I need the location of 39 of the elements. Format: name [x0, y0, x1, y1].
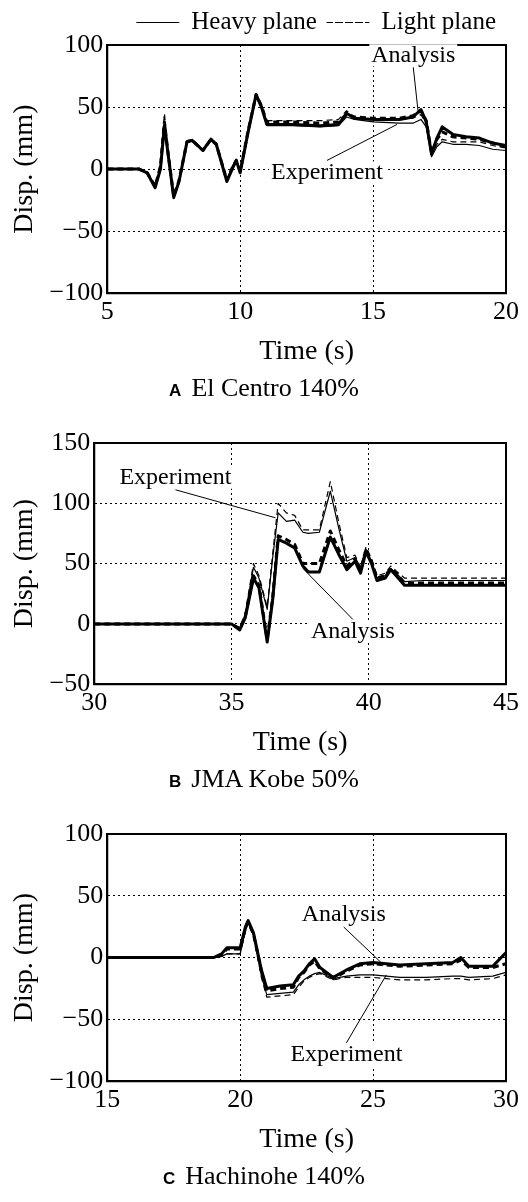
y-tick-label: −50 [62, 214, 104, 244]
x-tick-label: 15 [360, 295, 387, 325]
y-tick-label: 50 [77, 879, 104, 909]
annotation: Analysis [371, 40, 456, 67]
x-axis-title: Time (s) [252, 724, 348, 756]
y-tick-label: 100 [64, 28, 104, 58]
y-tick-label: 0 [90, 152, 104, 182]
y-tick-label: 100 [64, 817, 104, 847]
y-axis-title: Disp. (mm) [7, 499, 39, 629]
annotation: Experiment [271, 157, 384, 184]
x-tick-label: 35 [218, 686, 245, 716]
y-axis-title: Disp. (mm) [7, 893, 39, 1023]
x-tick-label: 40 [355, 686, 382, 716]
x-tick-label: 25 [360, 1083, 387, 1113]
y-tick-label: 50 [77, 90, 104, 120]
x-tick-label: 20 [227, 1083, 254, 1113]
annotation: Experiment [119, 463, 232, 490]
annotation: Analysis [301, 900, 386, 927]
y-tick-label: 100 [51, 487, 91, 517]
annotation: Experiment [290, 1040, 403, 1067]
x-tick-label: 30 [493, 1083, 519, 1113]
x-axis-title: Time (s) [259, 1121, 354, 1153]
y-tick-label: 0 [90, 941, 104, 971]
y-tick-label: −50 [62, 1003, 104, 1033]
x-tick-label: 20 [493, 295, 519, 325]
legend-label: Light plane [381, 7, 497, 35]
y-tick-label: 0 [77, 607, 91, 637]
y-tick-label: −100 [49, 277, 104, 307]
text: A El Centro 140% [168, 372, 360, 404]
x-tick-label: 45 [493, 686, 519, 716]
x-tick-label: 10 [227, 295, 254, 325]
y-tick-label: 50 [64, 547, 91, 577]
legend-label: Heavy plane [191, 7, 317, 35]
y-axis-title: Disp. (mm) [7, 104, 39, 234]
annotation: Analysis [310, 616, 395, 643]
y-tick-label: 150 [51, 426, 91, 456]
x-axis-title: Time (s) [259, 333, 354, 365]
text: B JMA Kobe 50% [168, 763, 360, 795]
text: C Hachinohe 140% [161, 1160, 367, 1192]
